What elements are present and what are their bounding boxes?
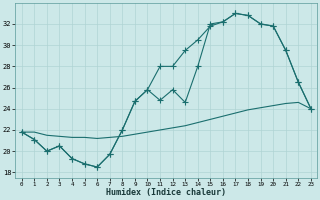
X-axis label: Humidex (Indice chaleur): Humidex (Indice chaleur): [106, 188, 226, 197]
